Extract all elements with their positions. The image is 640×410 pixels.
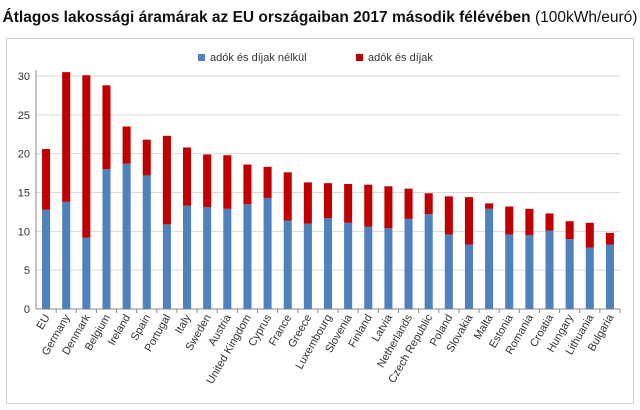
chart-title-unit: (100kWh/euró) — [534, 9, 638, 26]
bar-segment-base — [62, 201, 71, 309]
bar-segment-tax — [62, 72, 71, 202]
bar-segment-base — [122, 163, 131, 309]
bar-segment-tax — [122, 126, 131, 164]
x-axis-labels: EUGermanyDenmarkBelgiumIrelandSpainPortu… — [35, 312, 617, 387]
bar-segment-tax — [283, 172, 292, 221]
y-tick-label: 10 — [18, 226, 30, 238]
bar-segment-base — [505, 234, 514, 309]
legend-label: adók és díjak — [368, 52, 433, 64]
bar-segment-tax — [585, 222, 594, 248]
y-tick-label: 25 — [18, 110, 30, 122]
bar-segment-base — [525, 235, 534, 309]
bar-segment-tax — [183, 147, 192, 206]
bar-segment-base — [263, 197, 272, 309]
bar-segment-base — [444, 234, 453, 309]
bar-segment-tax — [162, 135, 171, 225]
bar-segment-tax — [424, 193, 433, 215]
bar-segment-base — [243, 204, 252, 309]
bar-segment-tax — [565, 221, 574, 240]
bar-segment-tax — [323, 183, 333, 219]
y-tick-label: 30 — [18, 71, 30, 83]
bar-segment-tax — [42, 149, 51, 210]
legend-swatch — [356, 54, 363, 61]
y-tick-label: 0 — [24, 304, 30, 316]
legend-label: adók és díjak nélkül — [210, 52, 307, 64]
bar-segment-base — [102, 169, 111, 309]
legend-swatch — [198, 54, 205, 61]
bar-segment-base — [203, 207, 212, 309]
bar-segment-base — [485, 208, 494, 309]
bar-segment-tax — [203, 154, 212, 208]
legend: adók és díjak nélkül adók és díjak — [198, 52, 433, 64]
x-tick-label: EU — [35, 312, 53, 331]
bar-segment-tax — [364, 184, 373, 227]
bar-segment-base — [183, 205, 192, 309]
bar-segment-base — [404, 218, 413, 309]
bar-segment-tax — [545, 213, 554, 231]
bar-segment-base — [545, 230, 554, 309]
bar-segment-tax — [605, 232, 614, 245]
bar-segment-tax — [344, 183, 353, 223]
bar-segment-base — [142, 175, 151, 309]
bar-segment-base — [464, 244, 473, 309]
bar-segment-base — [344, 222, 353, 309]
chart-box — [6, 38, 634, 404]
bar-segment-base — [605, 244, 614, 309]
bar-segment-tax — [464, 197, 473, 245]
bar-segment-base — [384, 228, 393, 309]
bar-segment-base — [323, 218, 333, 309]
bar-segment-base — [585, 247, 594, 309]
bar-segment-base — [42, 209, 51, 309]
bars — [42, 72, 614, 309]
bar-segment-tax — [444, 196, 453, 235]
chart-title: Átlagos lakossági áramárak az EU országa… — [0, 9, 640, 27]
bar-segment-base — [162, 224, 171, 309]
bar-segment-base — [303, 223, 312, 309]
bar-segment-tax — [243, 164, 252, 205]
bar-segment-tax — [485, 203, 494, 209]
bar-segment-base — [565, 239, 574, 309]
bar-segment-base — [223, 208, 232, 309]
bar-segment-tax — [404, 188, 413, 219]
bar-segment-tax — [525, 208, 534, 236]
bar-segment-tax — [303, 182, 312, 224]
y-tick-label: 5 — [24, 265, 30, 277]
bar-segment-tax — [223, 155, 232, 209]
y-tick-label: 20 — [18, 149, 30, 161]
bar-segment-tax — [263, 166, 272, 198]
bar-segment-tax — [384, 186, 393, 229]
bar-segment-base — [82, 237, 91, 309]
bar-segment-base — [283, 220, 292, 309]
y-tick-label: 15 — [18, 188, 30, 200]
bar-segment-base — [424, 214, 433, 309]
chart-title-main: Átlagos lakossági áramárak az EU országa… — [2, 9, 531, 26]
bar-segment-tax — [82, 75, 91, 238]
bar-segment-base — [364, 226, 373, 309]
bar-segment-tax — [505, 206, 514, 235]
bar-segment-tax — [102, 85, 111, 170]
bar-segment-tax — [142, 139, 151, 176]
